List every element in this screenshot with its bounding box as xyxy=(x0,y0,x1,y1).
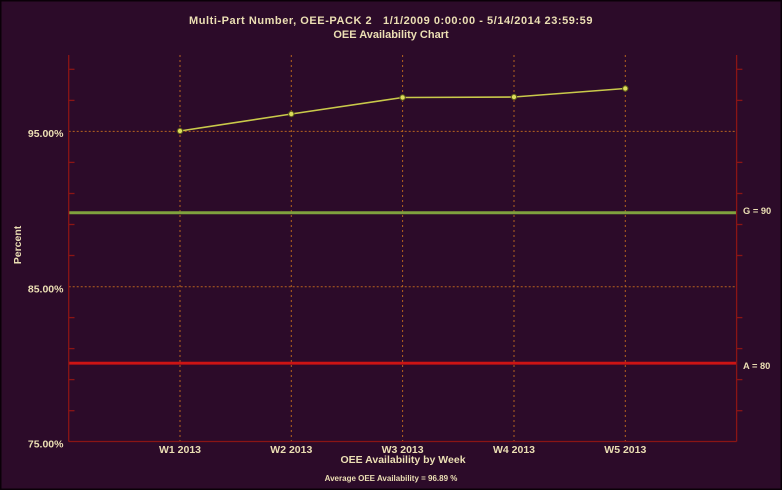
svg-text:85.00%: 85.00% xyxy=(28,283,64,295)
svg-text:75.00%: 75.00% xyxy=(28,438,64,450)
svg-text:OEE Availability by Week: OEE Availability by Week xyxy=(340,454,465,466)
svg-text:95.00%: 95.00% xyxy=(28,128,64,140)
svg-text:W2 2013: W2 2013 xyxy=(270,444,312,456)
svg-text:A = 80: A = 80 xyxy=(743,361,770,371)
svg-text:Average OEE Availability = 96.: Average OEE Availability = 96.89 % xyxy=(325,474,458,483)
svg-text:G = 90: G = 90 xyxy=(743,206,771,216)
svg-text:W4 2013: W4 2013 xyxy=(493,444,535,456)
svg-text:W1 2013: W1 2013 xyxy=(159,444,201,456)
svg-text:Percent: Percent xyxy=(12,225,24,264)
svg-text:W5 2013: W5 2013 xyxy=(604,444,646,456)
